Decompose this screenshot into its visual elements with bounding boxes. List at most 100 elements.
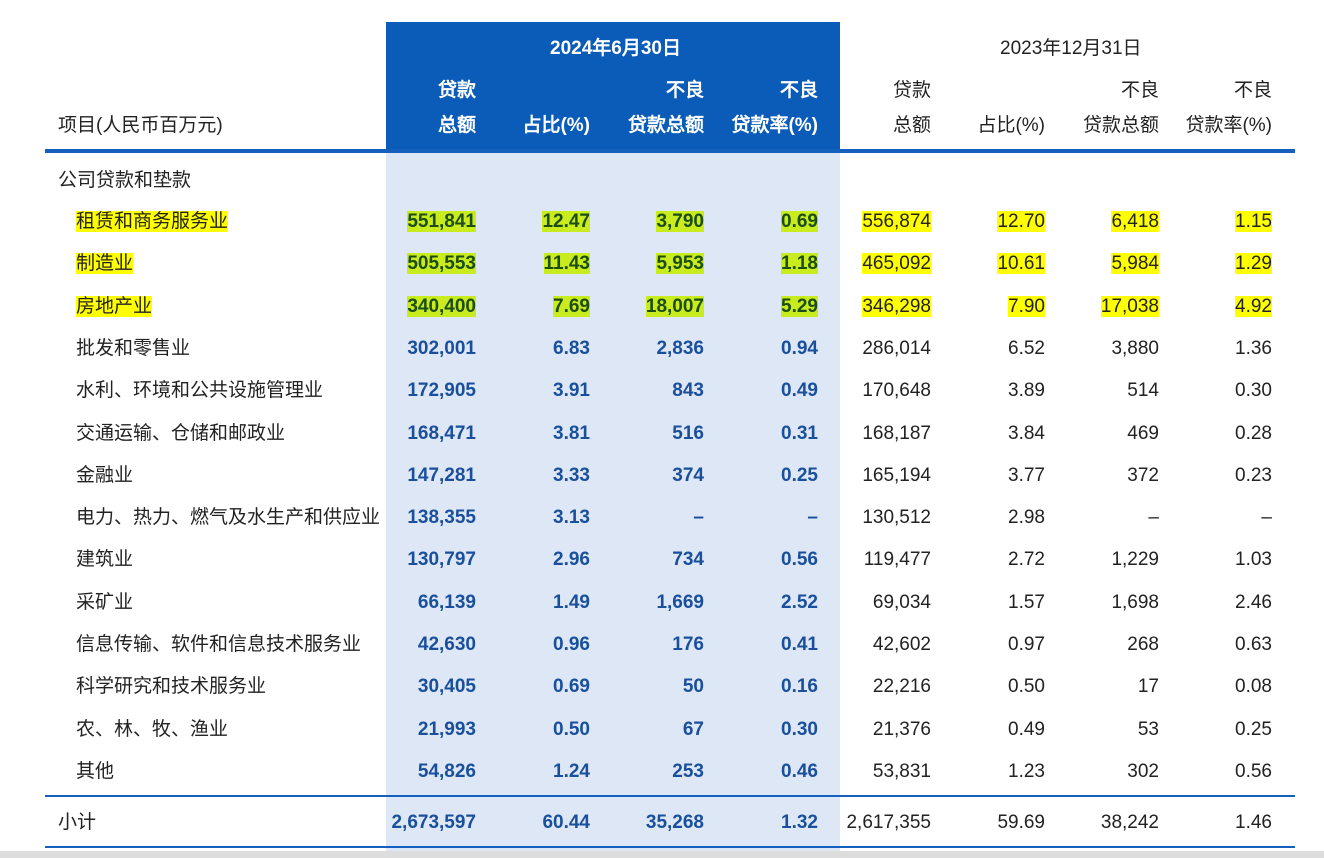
cell-value: 3.77 bbox=[1008, 464, 1045, 486]
cell-value: 1.57 bbox=[1008, 591, 1045, 613]
cell-value: 7.69 bbox=[553, 295, 590, 317]
table-cell: 1.49 bbox=[480, 592, 590, 614]
cell-value: 1,669 bbox=[656, 591, 704, 613]
table-cell: 0.25 bbox=[1162, 719, 1272, 741]
cell-value: 286,014 bbox=[862, 337, 931, 359]
table-cell: 0.56 bbox=[708, 549, 818, 571]
cell-value: 0.30 bbox=[1235, 380, 1272, 402]
table-cell: 17 bbox=[1049, 676, 1159, 698]
table-cell: 0.50 bbox=[935, 676, 1045, 698]
table-cell: 1.36 bbox=[1162, 338, 1272, 360]
row-label: 制造业 bbox=[76, 253, 134, 275]
cell-value: 302,001 bbox=[407, 337, 476, 359]
table-cell: 3,790 bbox=[594, 211, 704, 233]
cell-value: 147,281 bbox=[407, 464, 476, 486]
table-cell: 7.90 bbox=[935, 295, 1045, 318]
table-cell: 7.69 bbox=[480, 295, 590, 318]
cell-value: 0.49 bbox=[1008, 718, 1045, 740]
cell-value: 1.18 bbox=[781, 253, 818, 275]
table-cell: 0.63 bbox=[1162, 634, 1272, 656]
cell-value: 1.36 bbox=[1235, 337, 1272, 359]
table-cell: 302,001 bbox=[366, 338, 476, 360]
cell-value: 172,905 bbox=[407, 380, 476, 402]
table-cell: 469 bbox=[1049, 423, 1159, 445]
cell-value: 6.83 bbox=[553, 337, 590, 359]
table-cell: 1.32 bbox=[708, 812, 818, 834]
row-label: 水利、环境和公共设施管理业 bbox=[76, 380, 323, 402]
table-cell: – bbox=[594, 507, 704, 529]
row-label: 交通运输、仓储和邮政业 bbox=[76, 423, 285, 445]
cell-value: 3.91 bbox=[553, 380, 590, 402]
cell-value: 1.46 bbox=[1235, 812, 1272, 833]
cell-value: 0.30 bbox=[781, 718, 818, 740]
row-label-text: 信息传输、软件和信息技术服务业 bbox=[76, 634, 362, 655]
row-label: 信息传输、软件和信息技术服务业 bbox=[76, 634, 361, 656]
column-header-current: 贷款 bbox=[437, 80, 476, 101]
cell-value: 53 bbox=[1137, 718, 1159, 740]
table-cell: 1.46 bbox=[1162, 812, 1272, 834]
table-cell: 551,841 bbox=[366, 211, 476, 233]
cell-value: 0.63 bbox=[1235, 634, 1272, 655]
table-cell: 54,826 bbox=[366, 761, 476, 783]
cell-value: 67 bbox=[682, 718, 704, 740]
table-cell: 0.69 bbox=[708, 211, 818, 233]
column-header-current: 总额 bbox=[437, 115, 476, 136]
cell-value: 2.98 bbox=[1008, 507, 1045, 529]
cell-value: 372 bbox=[1127, 464, 1159, 486]
cell-value: 2.96 bbox=[553, 549, 590, 571]
table-cell: 0.49 bbox=[935, 719, 1045, 741]
cell-value: 168,187 bbox=[862, 422, 931, 444]
table-cell: 514 bbox=[1049, 380, 1159, 402]
table-cell: 3.81 bbox=[480, 423, 590, 445]
cell-value: 2.52 bbox=[781, 591, 818, 613]
cell-value: 1.32 bbox=[781, 812, 818, 833]
table-cell: 66,139 bbox=[366, 592, 476, 614]
row-label-text: 科学研究和技术服务业 bbox=[76, 676, 267, 698]
item-column-header: 项目(人民币百万元) bbox=[58, 115, 223, 136]
cell-value: 340,400 bbox=[407, 295, 476, 317]
cell-value: 38,242 bbox=[1100, 812, 1159, 833]
prior-period-title: 2023年12月31日 bbox=[1000, 38, 1142, 59]
cell-value: 66,139 bbox=[417, 591, 476, 613]
cell-value: 374 bbox=[672, 464, 704, 486]
table-cell: 556,874 bbox=[821, 211, 931, 233]
table-cell: 0.25 bbox=[708, 465, 818, 487]
cell-value: 3,880 bbox=[1111, 337, 1159, 359]
row-label-text: 电力、热力、燃气及水生产和供应业 bbox=[76, 507, 381, 529]
row-label-text: 建筑业 bbox=[76, 549, 134, 571]
current-period-header-band bbox=[386, 22, 840, 152]
cell-value: – bbox=[807, 507, 818, 529]
table-cell: 465,092 bbox=[821, 253, 931, 275]
cell-value: 42,630 bbox=[417, 634, 476, 655]
table-cell: 3,880 bbox=[1049, 338, 1159, 360]
cell-value: 2,617,355 bbox=[846, 812, 931, 833]
cell-value: 138,355 bbox=[407, 507, 476, 529]
table-cell: 138,355 bbox=[366, 507, 476, 529]
table-cell: 12.47 bbox=[480, 211, 590, 233]
table-cell: 2,617,355 bbox=[821, 812, 931, 834]
cell-value: 465,092 bbox=[862, 253, 931, 275]
cell-value: 843 bbox=[672, 380, 704, 402]
column-header-prior: 贷款总额 bbox=[1082, 115, 1159, 136]
cell-value: 253 bbox=[672, 760, 704, 782]
column-header-prior: 贷款率(%) bbox=[1185, 115, 1272, 136]
cell-value: 17 bbox=[1137, 676, 1159, 698]
cell-value: 5,984 bbox=[1111, 253, 1159, 275]
table-cell: 516 bbox=[594, 423, 704, 445]
row-label: 农、林、牧、渔业 bbox=[76, 719, 228, 741]
row-label-text: 其他 bbox=[76, 760, 115, 782]
table-cell: 168,471 bbox=[366, 423, 476, 445]
table-cell: 3.77 bbox=[935, 465, 1045, 487]
cell-value: 268 bbox=[1127, 634, 1159, 655]
table-cell: 346,298 bbox=[821, 295, 931, 318]
cell-value: 2.46 bbox=[1235, 591, 1272, 613]
table-cell: 11.43 bbox=[480, 253, 590, 275]
cell-value: 6.52 bbox=[1008, 337, 1045, 359]
cell-value: 0.96 bbox=[553, 634, 590, 655]
table-cell: 0.31 bbox=[708, 423, 818, 445]
cell-value: 0.41 bbox=[781, 634, 818, 655]
cell-value: 21,376 bbox=[872, 718, 931, 740]
cell-value: 0.49 bbox=[781, 380, 818, 402]
cell-value: 53,831 bbox=[872, 760, 931, 782]
table-cell: 1.57 bbox=[935, 592, 1045, 614]
